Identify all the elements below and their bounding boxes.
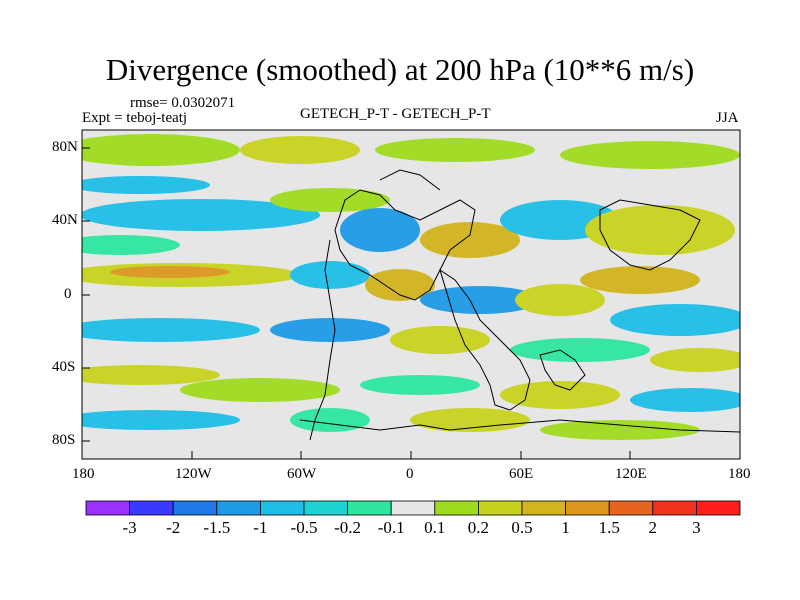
map-title: Divergence (smoothed) at 200 hPa (10**6 …: [105, 52, 695, 87]
season-label: JJA: [716, 110, 739, 126]
colorbar-swatch: [696, 500, 741, 516]
colorbar-swatch: [565, 500, 610, 516]
colorbar-label: 1.5: [598, 518, 620, 537]
colorbar-swatch: [390, 500, 436, 516]
colorbar-label: -1.5: [203, 518, 231, 537]
lon-tick-60w: 60W: [287, 466, 317, 482]
coastlines: [299, 169, 740, 441]
colorbar-label: 0.2: [467, 518, 490, 537]
colorbar: [85, 500, 741, 516]
lon-tick-0: 0: [406, 466, 414, 482]
colorbar-swatch: [521, 500, 566, 516]
divergence-field: [82, 134, 740, 441]
colorbar-swatch: [259, 500, 305, 516]
colorbar-label: -2: [166, 518, 181, 537]
experiment-comparison-label: GETECH_P-T - GETECH_P-T: [300, 106, 491, 122]
lat-tick-80n: 80N: [52, 139, 78, 155]
colorbar-swatch: [129, 500, 174, 516]
lat-tick-80s: 80S: [52, 432, 76, 448]
colorbar-swatch: [216, 500, 261, 516]
colorbar-label: 0.1: [424, 518, 446, 537]
lat-tick-0: 0: [64, 286, 72, 302]
colorbar-swatch: [477, 500, 523, 516]
colorbar-label: -3: [122, 518, 137, 537]
lon-tick-60e: 60E: [509, 466, 534, 482]
colorbar-label: 3: [692, 518, 701, 537]
lon-tick-120e: 120E: [615, 466, 647, 482]
lon-tick-180w: 180: [72, 466, 95, 482]
lat-tick-40n: 40N: [52, 212, 78, 228]
colorbar-label: -1: [253, 518, 268, 537]
expt-label: Expt = teboj-teatj: [82, 110, 188, 126]
lon-tick-180e: 180: [728, 466, 751, 482]
colorbar-swatch: [608, 500, 654, 516]
colorbar-swatch: [434, 500, 479, 516]
colorbar-swatch: [172, 500, 218, 516]
lat-tick-40s: 40S: [52, 359, 76, 375]
colorbar-label: -0.1: [377, 518, 405, 537]
colorbar-swatch: [303, 500, 348, 516]
colorbar-label: 1: [561, 518, 570, 537]
colorbar-swatch: [347, 500, 392, 516]
rmse-label: rmse= 0.0302071: [130, 95, 236, 111]
colorbar-swatch: [652, 500, 697, 516]
axis-ticks: [82, 147, 631, 459]
lon-tick-120w: 120W: [175, 466, 212, 482]
colorbar-label: -0.5: [290, 518, 318, 537]
colorbar-swatch: [85, 500, 130, 516]
colorbar-label: 0.5: [511, 518, 533, 537]
colorbar-label: 2: [648, 518, 658, 537]
colorbar-label: -0.2: [334, 518, 362, 537]
